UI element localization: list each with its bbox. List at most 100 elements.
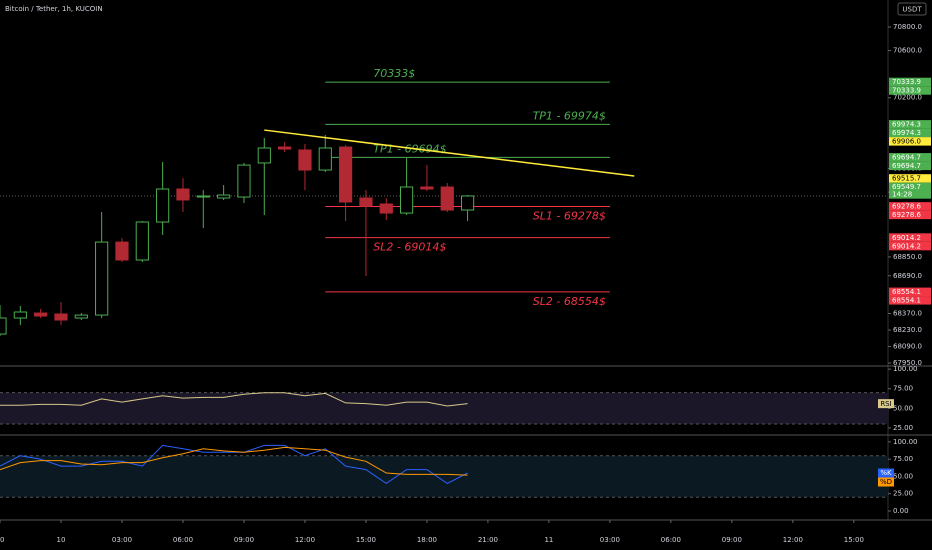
price-tag-label: 69906.0 [892,138,921,146]
candle-body [237,164,251,198]
price-tag [889,287,931,297]
candle-body [298,149,312,171]
y-tick-label: 100.00 [893,365,918,373]
y-tick-label: 0.00 [893,507,909,515]
y-tick-label: 67950.0 [893,359,922,367]
indicator-tag-label: RSI [880,400,891,408]
price-line-label: SL2 - 69014$ [373,241,446,254]
indicator-tag [878,477,894,487]
indicator-tag-label: %K [880,469,892,477]
price-tag-label: 68554.1 [892,297,921,305]
candle-body [156,188,170,223]
x-tick-label: 03:00 [112,536,132,544]
y-tick-label: 70600.0 [893,47,922,55]
y-tick-label: 25.00 [893,424,913,432]
y-tick-label: 70800.0 [893,23,922,31]
candle-body [339,146,353,203]
y-tick-label: 75.00 [893,455,913,463]
candle-body [34,312,48,317]
price-tag [889,77,931,87]
indicator-tag [878,468,894,478]
candle-body [74,314,88,319]
y-tick-label: 68230.0 [893,326,922,334]
price-line-label: SL1 - 69278$ [533,209,606,222]
indicator-line [0,446,468,476]
indicator-tag [878,399,894,409]
price-tag [889,174,931,183]
price-tag-countdown: 14:28 [892,191,912,199]
price-tag [889,161,931,171]
price-tag [889,86,931,95]
y-tick-label: 50.00 [893,472,913,480]
price-tag-label: 69014.2 [892,242,921,250]
chart-title: Bitcoin / Tether, 1h, KUCOIN [5,5,103,13]
x-tick-label: 09:00 [234,536,254,544]
candle-body [0,317,7,335]
y-tick-label: 70200.0 [893,94,922,102]
price-tag [889,210,931,220]
candle-body [399,186,414,214]
price-tag [889,137,931,146]
price-tag [889,202,931,211]
price-line-label: 70333$ [373,67,415,80]
indicator-line [0,444,468,485]
x-tick-label: 12:00 [783,536,803,544]
x-tick-label: 15:00 [844,536,864,544]
price-tag [889,128,931,138]
candle-body [135,221,149,261]
price-tag [889,182,931,199]
currency-button[interactable] [897,2,927,16]
candle-body [257,147,271,164]
x-tick-label: 12:00 [295,536,315,544]
y-tick-label: 68370.0 [893,310,922,318]
y-tick-label: 100.00 [893,438,918,446]
price-tag-label: 69974.3 [892,129,921,137]
x-tick-label: 10 [57,536,66,544]
price-tag-label: 69278.6 [892,211,921,219]
candle-body [13,311,27,319]
price-tag-label: 69694.7 [892,162,921,170]
candle-body [278,146,292,150]
band-fill [0,392,888,425]
candle-body [54,313,68,321]
indicator-line [0,392,468,407]
price-tag-label: 69278.6 [892,203,921,211]
y-tick-label: 68090.0 [893,343,922,351]
trendline [264,129,635,177]
x-tick-label: 21:00 [478,536,498,544]
x-tick-label: 15:00 [356,536,376,544]
candle-body [95,241,109,316]
band-fill [0,455,888,498]
candle-body [379,203,393,214]
x-tick-label: 11 [544,536,553,544]
price-tag-label: 69694.7 [892,154,921,162]
price-tag [889,296,931,305]
price-tag [889,153,931,162]
currency-label[interactable]: USDT [902,6,922,14]
candle-body [460,195,475,211]
candle-body [176,188,190,201]
price-tag-label: 70333.9 [892,87,921,95]
candle-body [196,195,210,198]
y-tick-label: 25.00 [893,490,913,498]
x-tick-label: 00 [0,536,4,544]
x-tick-label: 18:00 [417,536,437,544]
price-tag [889,233,931,242]
y-tick-label: 50.00 [893,404,913,412]
price-tag-label: 70333.9 [892,78,921,86]
y-tick-label: 75.00 [893,385,913,393]
x-tick-label: 09:00 [722,536,742,544]
price-tag-label: 69549.7 [892,183,921,191]
price-line-label: TP1 - 69974$ [533,109,606,122]
price-tag-label: 69014.2 [892,234,921,242]
y-tick-label: 68850.0 [893,253,922,261]
candle-body [420,186,434,190]
y-tick-label: 68690.0 [893,272,922,280]
x-tick-label: 06:00 [173,536,193,544]
price-tag-label: 69974.3 [892,121,921,129]
candle-body [217,194,231,199]
x-tick-label: 03:00 [600,536,620,544]
indicator-tag-label: %D [880,478,892,486]
